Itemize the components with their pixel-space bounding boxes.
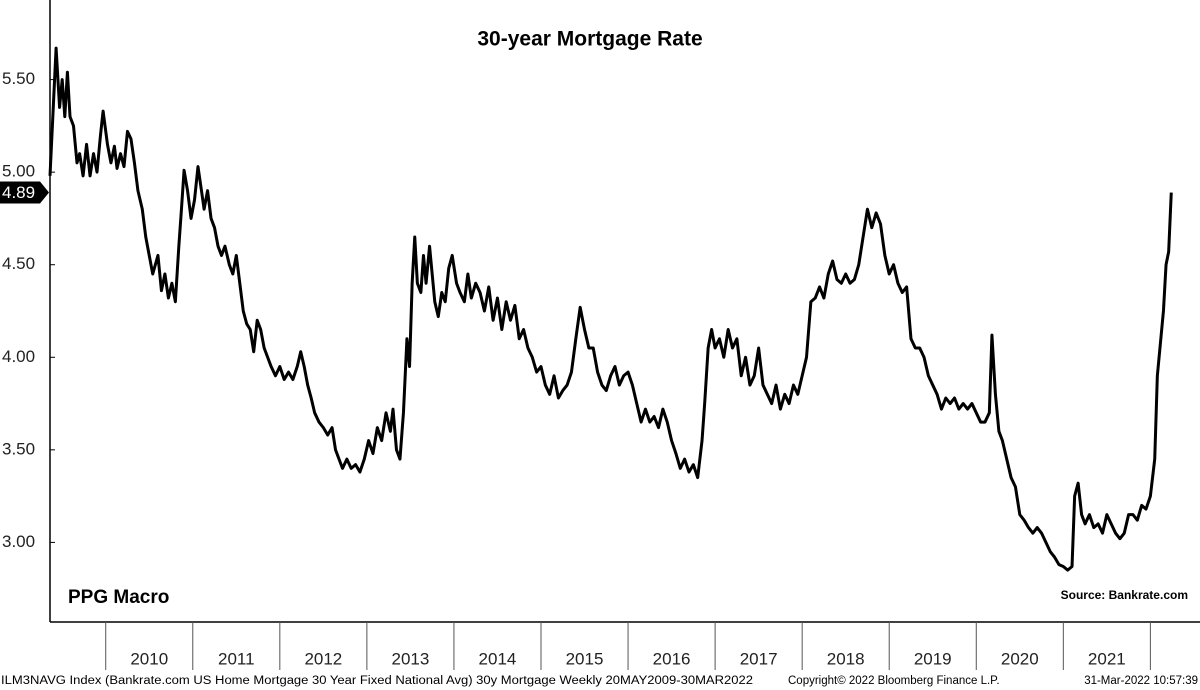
- source-note: Source: Bankrate.com: [1061, 588, 1188, 602]
- x-tick-label: 2020: [1001, 649, 1039, 668]
- y-tick-label: 4.00: [2, 347, 35, 366]
- x-tick-label: 2016: [653, 649, 691, 668]
- x-tick-label: 2015: [566, 649, 604, 668]
- x-tick-label: 2017: [740, 649, 778, 668]
- x-tick-label: 2019: [914, 649, 952, 668]
- y-tick-label: 5.50: [2, 69, 35, 88]
- x-tick-label: 2013: [391, 649, 429, 668]
- x-tick-label: 2014: [479, 649, 517, 668]
- footer-timestamp: 31-Mar-2022 10:57:39: [1084, 675, 1198, 687]
- x-tick-label: 2021: [1088, 649, 1126, 668]
- x-tick-label: 2012: [304, 649, 342, 668]
- x-tick-label: 2018: [827, 649, 865, 668]
- last-value-tag: [0, 181, 49, 204]
- x-tick-label: 2010: [130, 649, 168, 668]
- y-tick-label: 5.00: [2, 162, 35, 181]
- watermark: PPG Macro: [68, 587, 169, 608]
- chart-title: 30-year Mortgage Rate: [477, 28, 702, 51]
- rate-line: [48, 46, 1173, 572]
- y-tick-label: 3.00: [2, 532, 35, 551]
- footer-description: ILM3NAVG Index (Bankrate.com US Home Mor…: [1, 675, 753, 687]
- y-tick-label: 3.50: [2, 439, 35, 458]
- y-tick-label: 4.50: [2, 254, 35, 273]
- x-tick-label: 2011: [218, 649, 255, 668]
- last-value-label: 4.89: [2, 183, 35, 202]
- footer-copyright: Copyright© 2022 Bloomberg Finance L.P.: [788, 675, 1000, 687]
